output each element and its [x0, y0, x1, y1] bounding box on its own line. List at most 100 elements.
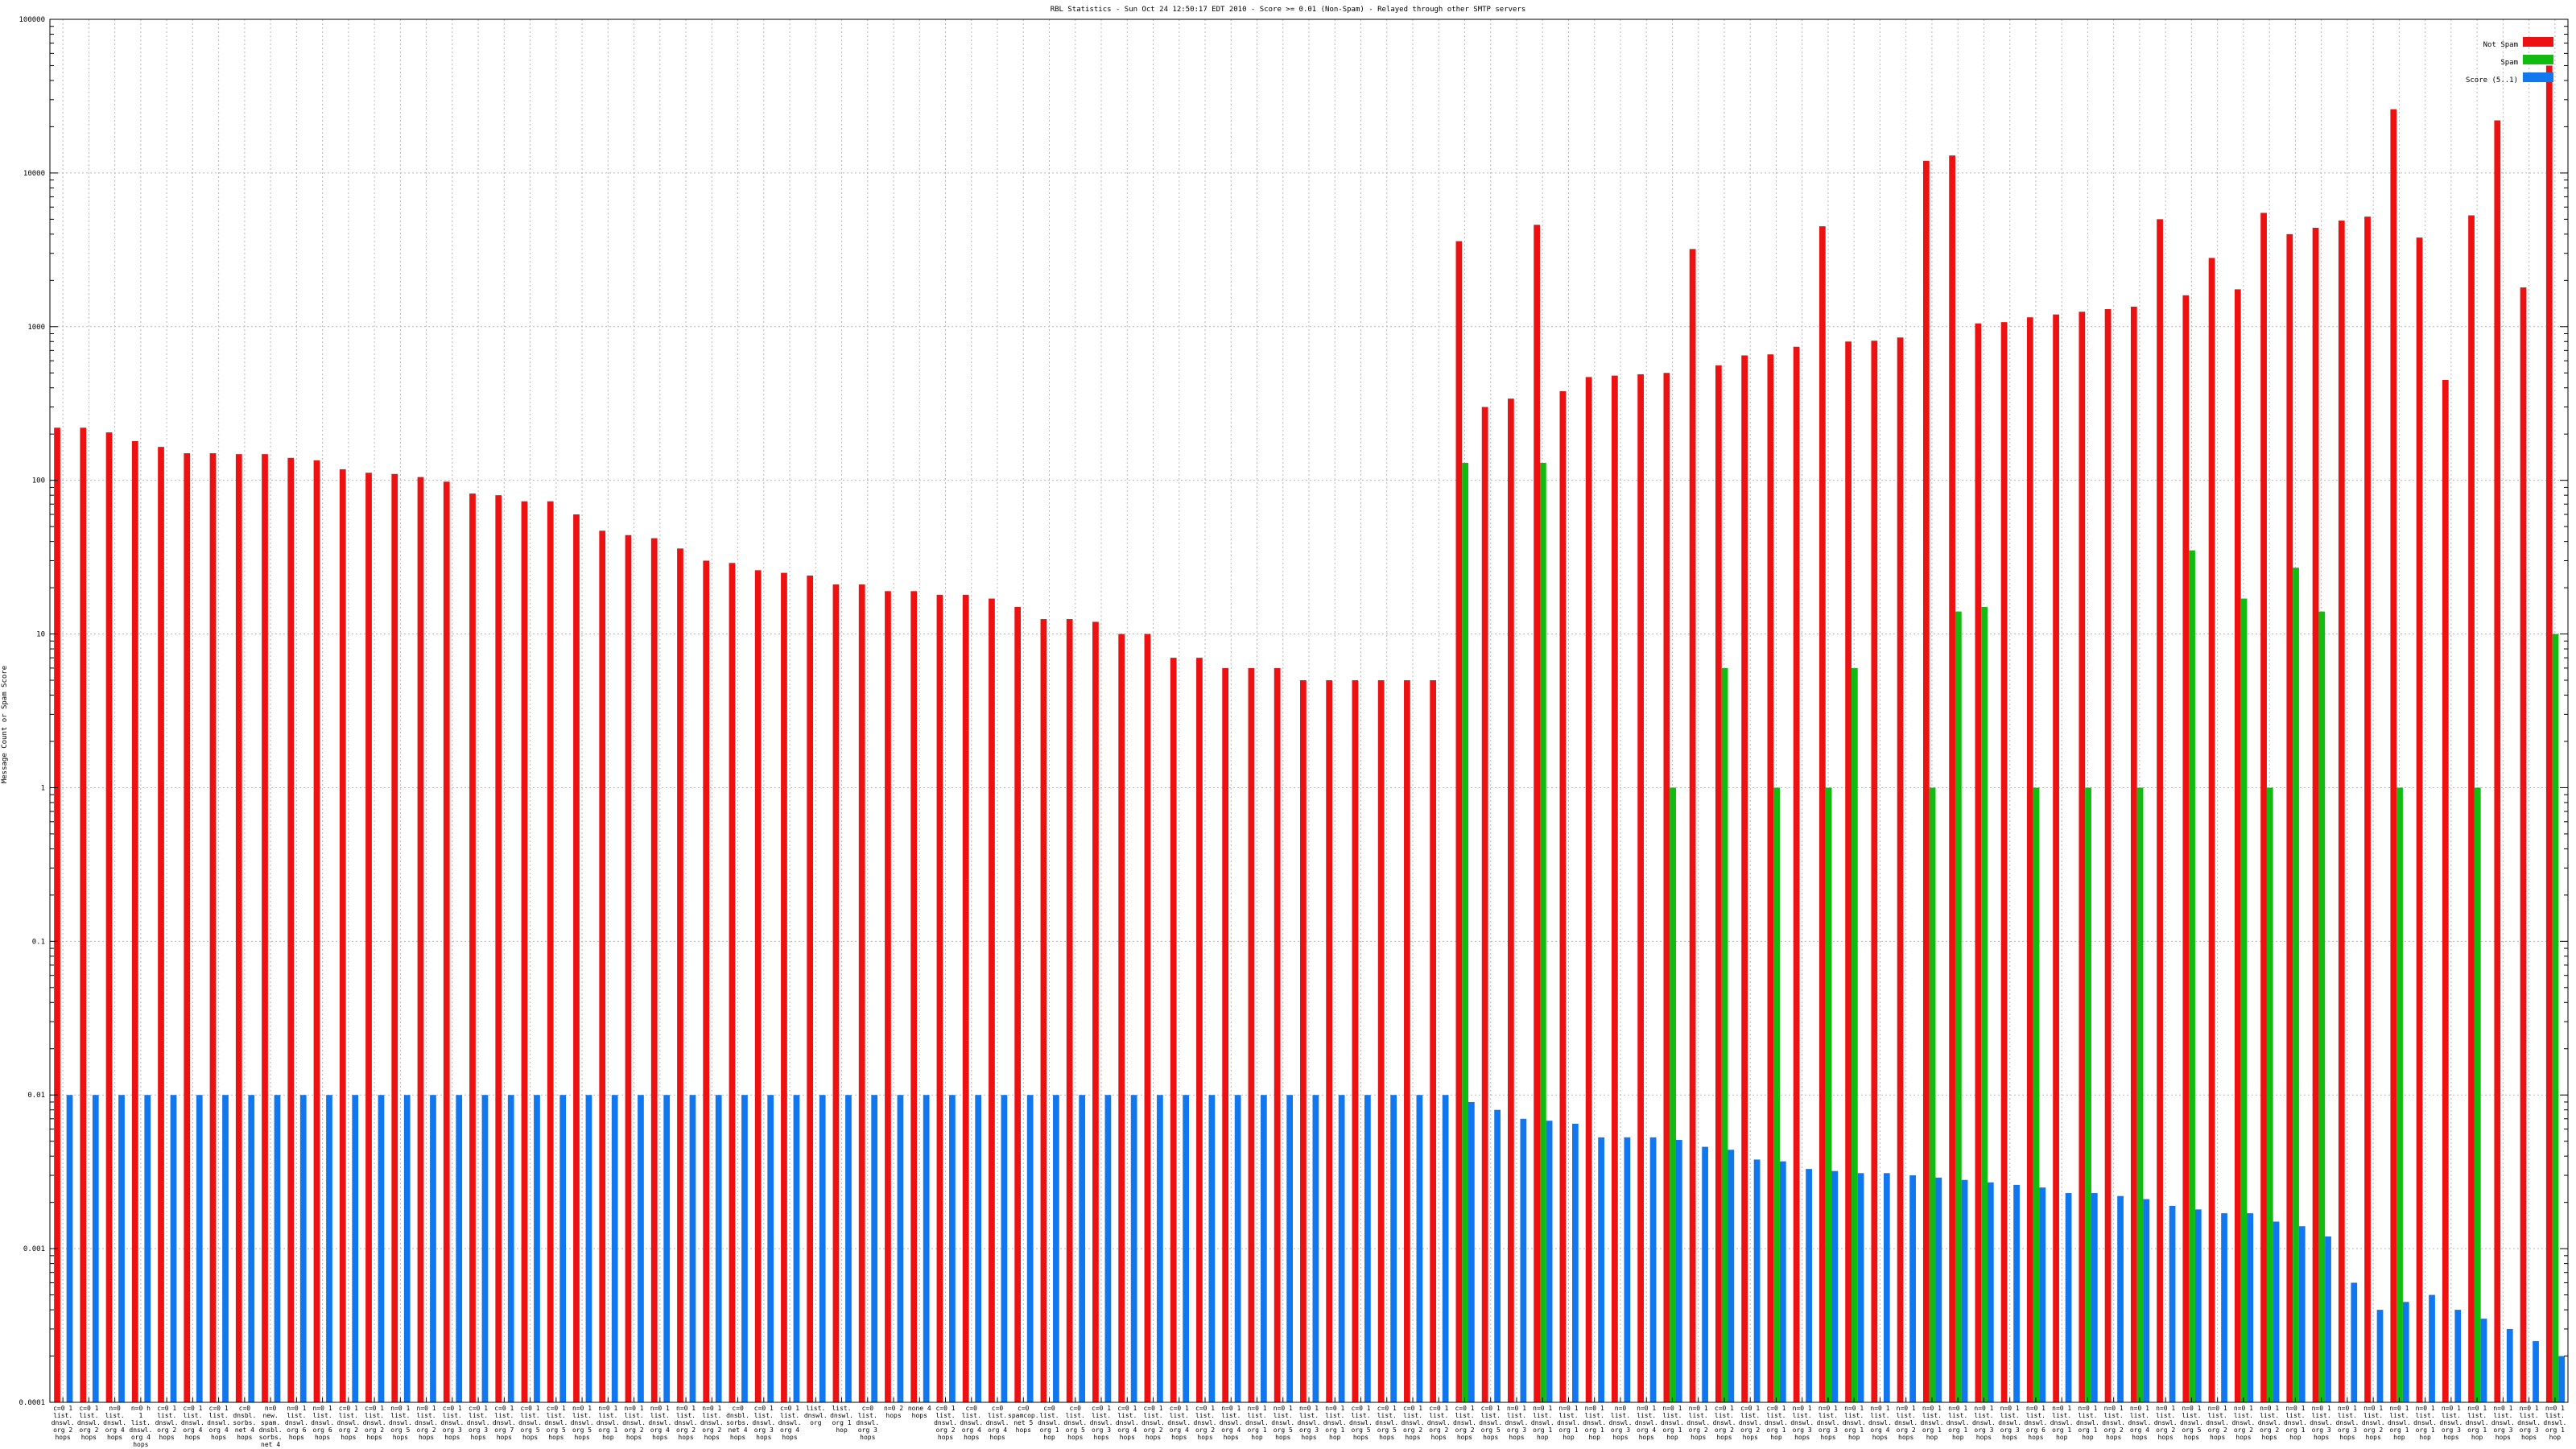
bar-score	[923, 1095, 930, 1402]
x-tick-label: n=0 1 list. dnswl. org 2 hops	[700, 1405, 724, 1441]
bar-not-spam	[807, 575, 814, 1402]
bar-not-spam	[443, 481, 450, 1402]
x-tick-label: none 4 hops	[908, 1405, 931, 1419]
bar-not-spam	[391, 473, 398, 1402]
bar-spam	[1462, 462, 1468, 1402]
bar-score	[1624, 1137, 1631, 1402]
legend-item-not-spam: Not Spam	[2483, 41, 2518, 49]
bar-not-spam	[158, 447, 164, 1403]
x-tick-label: n=0 1 list. dnswl. org 1 hop	[597, 1405, 620, 1441]
bar-score	[897, 1095, 904, 1402]
bar-score	[2194, 1209, 2202, 1402]
bar-not-spam	[105, 432, 113, 1403]
bar-not-spam	[80, 427, 87, 1402]
x-tick-label: n=0 1 list. dnswl. org 4 hops	[1635, 1405, 1658, 1441]
bar-spam	[2474, 787, 2481, 1402]
x-tick-label: c=0 1 list. dnswl. org 5 hops	[1479, 1405, 1502, 1441]
x-tick-label: c=0 1 list. dnswl. org 1 hop	[1765, 1405, 1788, 1441]
x-tick-label: n=0 1 list. dnswl. org 2 hops	[2258, 1405, 2281, 1441]
bar-not-spam	[1300, 680, 1307, 1402]
x-tick-label: n=0 1 list. dnswl. org 4 hops	[2128, 1405, 2151, 1441]
bar-score	[456, 1095, 463, 1402]
bar-score	[1053, 1095, 1059, 1402]
bar-not-spam	[2494, 120, 2501, 1403]
bar-spam	[2085, 787, 2091, 1402]
x-tick-label: n=0 1 list. dnswl. org 3 hops	[1998, 1405, 2021, 1441]
bar-score	[326, 1095, 332, 1402]
x-tick-label: n=0 1 list. dnswl. org 1 hop	[1531, 1405, 1554, 1441]
bar-not-spam	[313, 460, 320, 1403]
bar-not-spam	[1481, 407, 1488, 1403]
bar-spam	[1670, 787, 1676, 1402]
x-tick-label: n=0 list. dnswl. org 3 hops	[1609, 1405, 1633, 1441]
bar-score	[1909, 1175, 1916, 1402]
bar-score	[1468, 1101, 1475, 1402]
bar-not-spam	[1144, 634, 1151, 1402]
bar-score	[2117, 1195, 2124, 1402]
bar-not-spam	[625, 535, 632, 1403]
bar-score	[1987, 1182, 1994, 1402]
bar-score	[1079, 1095, 1086, 1402]
bar-score	[2247, 1213, 2254, 1402]
bar-spam	[2240, 598, 2248, 1402]
bar-not-spam	[1689, 249, 1696, 1403]
bar-score	[2325, 1236, 2331, 1402]
bar-score	[481, 1095, 489, 1402]
bar-not-spam	[2208, 258, 2215, 1402]
y-tick-label: 100000	[19, 16, 45, 24]
bar-not-spam	[547, 501, 554, 1402]
x-tick-label: n=0 1 list. dnswl. org 1 hop	[1843, 1405, 1866, 1441]
bar-spam	[1955, 611, 1962, 1402]
x-tick-label: c=0 list. dnswl. org 3 hops	[856, 1405, 879, 1441]
bar-not-spam	[781, 572, 787, 1402]
bar-score	[2558, 1356, 2566, 1402]
x-tick-label: n=0 1 list. dnswl. org 3 hops	[2491, 1405, 2515, 1441]
bar-spam	[2266, 787, 2273, 1402]
bar-score	[1806, 1169, 1812, 1402]
bar-score	[2169, 1205, 2176, 1402]
bar-not-spam	[1975, 323, 1982, 1403]
bar-score	[1883, 1173, 1890, 1402]
x-tick-label: c=0 1 list. dnswl. org 5 hops	[1349, 1405, 1373, 1441]
x-tick-label: c=0 1 list. dnswl. org 2 hops	[1739, 1405, 1762, 1441]
x-tick-label: n=0 1 list. dnswl. org 1 hop	[1920, 1405, 1943, 1441]
bar-not-spam	[989, 598, 995, 1402]
bar-not-spam	[2364, 217, 2371, 1402]
bar-score	[2091, 1193, 2098, 1402]
x-tick-label: n=0 1 list. dnswl. org 1 hop	[1245, 1405, 1269, 1441]
bar-score	[793, 1095, 800, 1402]
x-tick-label: n=0 1 list. dnswl. org 1 hop	[2050, 1405, 2074, 1441]
bar-not-spam	[1066, 619, 1073, 1402]
x-tick-label: n=0 list. dnswl. org 4 hops	[103, 1405, 126, 1441]
bar-spam	[1773, 787, 1780, 1402]
bar-not-spam	[54, 427, 60, 1402]
x-tick-label: c=0 spamcop. net 5 hops	[1008, 1405, 1039, 1434]
bar-not-spam	[2338, 221, 2345, 1403]
bar-score	[1935, 1177, 1942, 1402]
bar-not-spam	[1404, 680, 1410, 1402]
bar-not-spam	[1897, 337, 1904, 1402]
bar-not-spam	[417, 477, 424, 1403]
x-tick-label: n=0 1 list. dnswl. org 3 hops	[2517, 1405, 2541, 1441]
bar-score	[1546, 1121, 1553, 1402]
bar-score	[638, 1095, 644, 1402]
x-tick-label: n=0 1 list. dnswl. org 1 hop	[1557, 1405, 1580, 1441]
bar-score	[2221, 1213, 2227, 1402]
bar-not-spam	[262, 454, 268, 1403]
bar-score	[2013, 1184, 2020, 1402]
bar-score	[1416, 1095, 1423, 1402]
x-tick-label: n=0 1 list. dnswl. org 1 hop	[2466, 1405, 2489, 1441]
bar-not-spam	[2026, 317, 2033, 1403]
x-tick-label: n=0 1 list. dnswl. org 1 hop	[1323, 1405, 1347, 1441]
bar-score	[2039, 1187, 2046, 1402]
x-tick-label: c=0 1 list. dnswl. org 7 hops	[493, 1405, 516, 1441]
x-tick-label: n=0 1 list. dnswl. org 2 hops	[2206, 1405, 2229, 1441]
bar-spam	[2033, 787, 2040, 1402]
x-tick-label: c=0 list. dnswl. org 4 hops	[986, 1405, 1009, 1441]
x-tick-label: c=0 1 list. dnswl. org 2 hops	[1141, 1405, 1165, 1441]
bar-score	[1571, 1123, 1579, 1402]
bar-not-spam	[1274, 667, 1281, 1402]
x-tick-label: n=0 1 list. dnswl. org 1 hop	[2413, 1405, 2437, 1441]
bar-score	[1157, 1095, 1163, 1402]
x-tick-label: n=0 1 list. dnswl. org 2 hops	[675, 1405, 698, 1441]
